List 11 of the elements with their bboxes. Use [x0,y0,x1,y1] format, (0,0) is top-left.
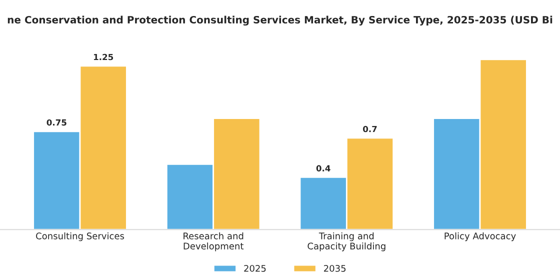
x-tick-label: Research and Development [184,232,244,252]
data-label: 0.7 [363,126,377,132]
chart-title: ne Conservation and Protection Consulting Services Market, By Service Type, 2025-2035 (USD Bi [8,16,552,26]
x-tick-label: Training and Capacity Building [308,232,386,252]
x-tick-label: Consulting Services [36,232,124,242]
data-label: 0.4 [316,165,330,172]
data-label: 0.75 [46,119,66,126]
legend-label: 2025 [244,264,266,272]
data-label: 1.25 [94,54,114,60]
x-tick-label: Policy Advocacy [444,232,516,242]
legend-label: 2035 [324,264,346,272]
